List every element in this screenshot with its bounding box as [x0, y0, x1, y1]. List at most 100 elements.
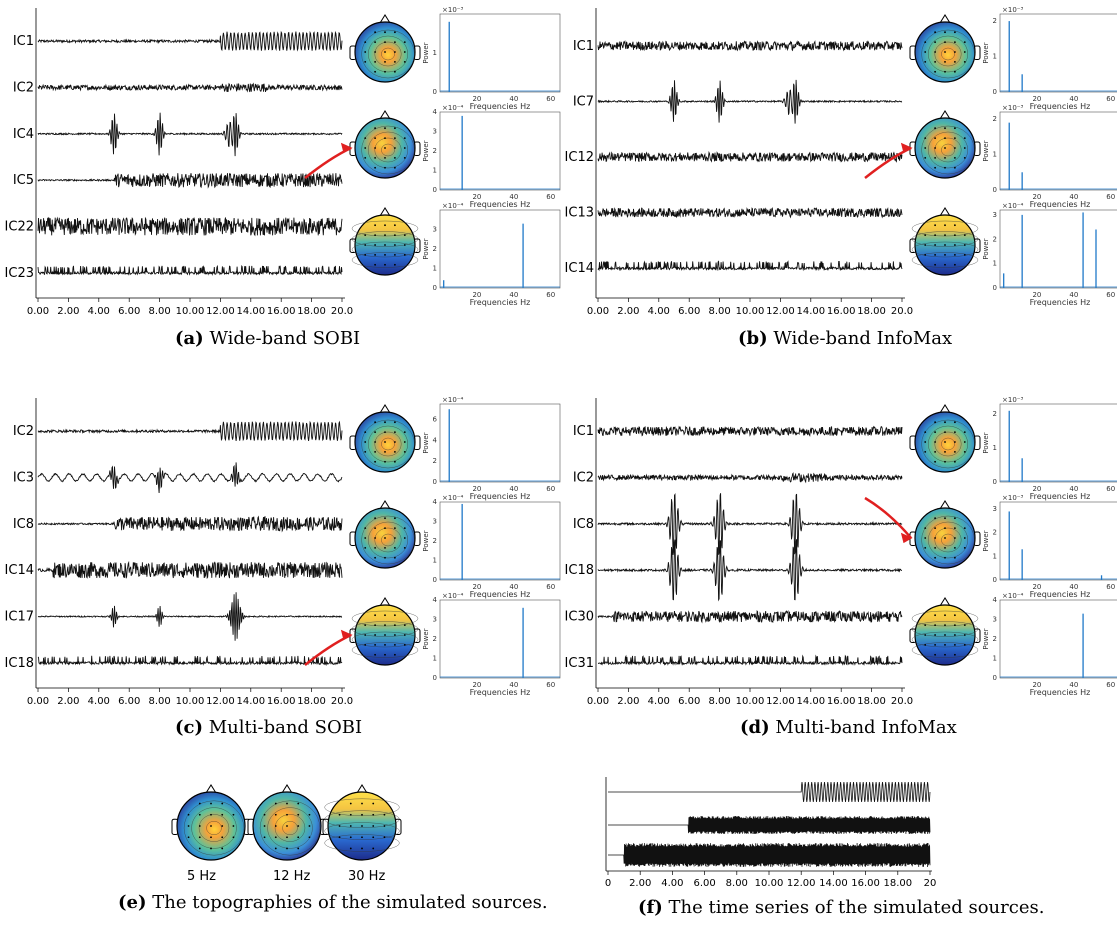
time-tick: 4.00 [661, 878, 683, 889]
scalp-topography [909, 597, 981, 666]
power-spectrum-xtick: 60 [546, 193, 555, 201]
scalp-topography [909, 14, 981, 83]
time-tick: 10.00 [736, 306, 765, 317]
power-spectrum: ×10⁻⁴ Power 0 1 2 3 4 20 40 60 Frequencies Hz [422, 494, 561, 599]
power-spectrum-xtick: 20 [1032, 95, 1041, 103]
ic-label: IC31 [565, 656, 594, 671]
power-spectrum-xtick: 20 [1032, 681, 1041, 689]
power-spectrum-xtick: 60 [546, 583, 555, 591]
time-tick: 0 [605, 878, 611, 889]
power-spectrum-xtick: 40 [1069, 583, 1078, 591]
power-spectrum-ytick: 0 [433, 674, 437, 682]
ic-label: IC22 [5, 220, 34, 235]
power-spectrum-xtick: 20 [472, 681, 481, 689]
panel-b-letter: (b) [738, 328, 768, 349]
ic-label: IC12 [565, 150, 594, 165]
ic-trace [37, 560, 343, 580]
time-tick: 12.00 [206, 696, 235, 707]
panel-c-caption-text: Multi-band SOBI [208, 717, 363, 738]
ic-label: IC13 [565, 206, 594, 221]
power-spectrum-xtick: 40 [1069, 485, 1078, 493]
time-tick: 18.00 [857, 306, 886, 317]
panel-a: IC1 IC2 IC4 IC5 IC22 IC23 0.00 2.00 4.00 6.00 8.00… [0, 0, 561, 360]
time-tick: 18.00 [297, 306, 326, 317]
time-tick: 18.00 [857, 696, 886, 707]
power-spectrum-ytick: 4 [433, 498, 438, 506]
power-spectrum-ytick: 2 [433, 457, 437, 465]
power-spectrum-ytick: 2 [433, 245, 437, 253]
time-tick: 14.00 [236, 696, 265, 707]
power-spectrum-ytick: 0 [433, 88, 437, 96]
power-spectrum-ytick: 3 [433, 616, 437, 624]
panel-d-caption-text: Multi-band InfoMax [775, 717, 957, 738]
power-spectrum-xlabel: Frequencies Hz [470, 688, 531, 697]
power-spectrum-xlabel: Frequencies Hz [1030, 200, 1091, 209]
power-spectrum-exponent: ×10⁻³ [1002, 396, 1023, 404]
time-tick: 6.00 [118, 696, 140, 707]
power-spectrum-ytick: 2 [433, 147, 437, 155]
time-tick: 8.00 [708, 306, 730, 317]
power-spectrum-xtick: 20 [472, 291, 481, 299]
ic-label: IC18 [5, 656, 34, 671]
time-tick: 18.00 [297, 696, 326, 707]
ic-trace [597, 79, 903, 124]
power-spectrum-ytick: 3 [433, 128, 437, 136]
time-tick: 2.00 [57, 306, 79, 317]
frequency-label: 12 Hz [273, 869, 310, 884]
power-spectrum-ylabel: Power [982, 530, 990, 551]
ic-trace [37, 82, 343, 93]
power-spectrum-ytick: 2 [433, 537, 437, 545]
time-tick: 12.00 [766, 306, 795, 317]
time-tick: 20.0 [891, 306, 913, 317]
power-spectrum-ytick: 2 [993, 529, 997, 537]
ic-label: IC14 [565, 261, 594, 276]
power-spectrum-xtick: 20 [1032, 583, 1041, 591]
time-tick: 6.00 [678, 306, 700, 317]
power-spectrum-xtick: 60 [546, 95, 555, 103]
time-tick: 2.00 [57, 696, 79, 707]
power-spectrum: ×10⁻⁴ Power 0 1 2 3 4 20 40 60 Frequencies Hz [422, 104, 561, 209]
scalp-topography [349, 14, 421, 83]
highlight-arrow [864, 496, 912, 539]
panel-d: IC1 IC2 IC8 IC18 IC30 IC31 0.00 2.00 4.00 6.00 8.0… [560, 390, 1117, 750]
time-tick: 2.00 [617, 306, 639, 317]
ic-label: IC5 [13, 173, 34, 188]
power-spectrum: ×10⁻⁴ Power 0 1 2 3 4 20 40 60 Frequencies Hz [982, 592, 1117, 697]
ic-label: IC23 [5, 266, 34, 281]
scalp-topography [909, 110, 981, 179]
power-spectrum-xtick: 40 [509, 681, 518, 689]
power-spectrum-ytick: 2 [993, 635, 997, 643]
power-spectrum-ytick: 1 [433, 557, 437, 565]
power-spectrum-ytick: 1 [433, 265, 437, 273]
time-tick: 4.00 [88, 306, 110, 317]
time-tick: 2.00 [629, 878, 651, 889]
power-spectrum-ytick: 1 [993, 444, 997, 452]
source-trace [608, 815, 931, 835]
power-spectrum-xtick: 60 [546, 291, 555, 299]
scalp-topography [349, 404, 421, 473]
power-spectrum-xtick: 60 [1106, 193, 1115, 201]
power-spectrum-ytick: 0 [993, 478, 997, 486]
panel-e-caption: (e) The topographies of the simulated so… [118, 892, 548, 913]
ic-label: IC4 [13, 127, 34, 142]
power-spectrum-xtick: 60 [546, 681, 555, 689]
scalp-topography [349, 500, 421, 569]
power-spectrum-xtick: 60 [1106, 95, 1115, 103]
ic-trace [597, 39, 903, 52]
power-spectrum-xtick: 20 [1032, 291, 1041, 299]
power-spectrum-xtick: 20 [472, 95, 481, 103]
power-spectrum-ytick: 0 [433, 186, 437, 194]
power-spectrum-xlabel: Frequencies Hz [470, 492, 531, 501]
power-spectrum-xtick: 20 [1032, 485, 1041, 493]
time-tick: 6.00 [678, 696, 700, 707]
time-tick: 20 [924, 878, 937, 889]
panel-f-caption-text: The time series of the simulated sources… [668, 897, 1045, 918]
power-spectrum-ylabel: Power [982, 628, 990, 649]
ic-label: IC1 [13, 34, 34, 49]
panel-c-caption: (c) Multi-band SOBI [175, 717, 362, 738]
power-spectrum-ytick: 1 [433, 655, 437, 663]
power-spectrum: ×10⁻³ Power 0 1 2 20 40 60 Frequencies Hz [982, 6, 1117, 111]
panel-e-letter: (e) [118, 892, 147, 913]
ic-label: IC2 [13, 81, 34, 96]
